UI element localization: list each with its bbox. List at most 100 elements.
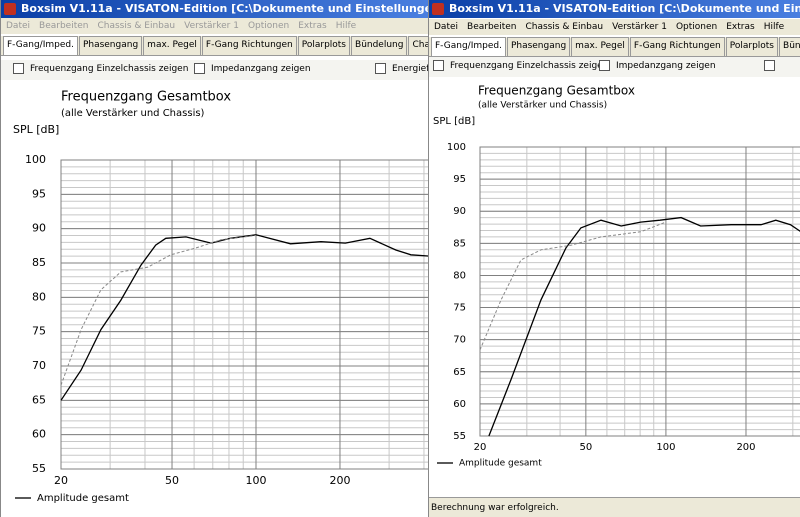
- menu-item[interactable]: Optionen: [675, 22, 718, 32]
- series-line: [479, 221, 667, 351]
- checkbox-label: Frequenzgang Einzelchassis zeigen: [450, 60, 609, 71]
- plot-frame: [60, 159, 428, 470]
- y-tick-label: 100: [25, 153, 46, 166]
- plot-frame: [479, 146, 800, 437]
- chart-subtitle: (alle Verstärker und Chassis): [478, 101, 607, 111]
- tab[interactable]: Phasengang: [78, 36, 143, 55]
- y-axis-label: SPL [dB]: [13, 123, 59, 136]
- x-tick-label: 50: [579, 442, 592, 453]
- app-icon: [4, 3, 16, 15]
- y-tick-label: 75: [453, 303, 466, 314]
- menu-item[interactable]: Bearbeiten: [39, 21, 89, 31]
- checkbox-box[interactable]: [13, 63, 24, 74]
- checkbox-box[interactable]: [764, 60, 775, 71]
- y-axis-label: SPL [dB]: [433, 116, 475, 127]
- y-tick-label: 70: [32, 359, 46, 372]
- y-tick-label: 55: [32, 462, 46, 475]
- x-tick-label: 50: [165, 474, 179, 487]
- checkbox-label: Impedanzgang zeigen: [616, 60, 716, 71]
- app-window: Boxsim V1.11a - VISATON-Edition [C:\Doku…: [428, 0, 800, 517]
- menu-item[interactable]: Bearbeiten: [467, 22, 517, 32]
- menu-bar: Datei Bearbeiten Chassis & Einbau Verstärke…: [429, 19, 800, 35]
- y-tick-label: 75: [32, 325, 46, 338]
- x-tick-label: 200: [736, 442, 755, 453]
- tab[interactable]: F-Gang Richtungen: [201, 36, 297, 55]
- menu-bar: Datei Bearbeiten Chassis & Einbau Verstärke…: [1, 18, 428, 34]
- options-row: Frequenzgang Einzelchassis zeigen Impedan…: [429, 57, 800, 77]
- app-icon: [432, 3, 444, 15]
- tab[interactable]: Bündelung: [351, 36, 408, 55]
- tab[interactable]: Polarplots: [725, 37, 779, 56]
- menu-item[interactable]: Verstärker 1: [184, 21, 239, 31]
- y-tick-label: 90: [453, 206, 466, 217]
- y-tick-label: 65: [453, 367, 466, 378]
- y-tick-label: 85: [32, 256, 46, 269]
- x-tick-label: 100: [245, 474, 266, 487]
- tab[interactable]: Chassis: [408, 36, 428, 55]
- x-tick-label: 20: [474, 442, 487, 453]
- checkbox-box[interactable]: [375, 63, 386, 74]
- tab-bar: F-Gang/Imped. Phasengang max. Pegel F-Gang …: [1, 36, 428, 56]
- y-tick-label: 95: [32, 187, 46, 200]
- options-row: Frequenzgang Einzelchassis zeigen Impedan…: [1, 60, 428, 80]
- checkbox-box[interactable]: [599, 60, 610, 71]
- tab[interactable]: Polarplots: [297, 36, 351, 55]
- y-tick-label: 65: [32, 393, 46, 406]
- series-line: [60, 234, 428, 401]
- checkbox[interactable]: [764, 60, 775, 71]
- y-tick-label: 80: [453, 270, 466, 281]
- tab[interactable]: F-Gang/Imped.: [3, 36, 78, 55]
- legend-label: Amplitude gesamt: [37, 493, 129, 504]
- status-bar: Berechnung war erfolgreich.: [429, 497, 800, 517]
- chart: Frequenzgang Gesamtbox (alle Verstärker u…: [13, 90, 428, 504]
- checkbox-label: Energiefr: [392, 63, 428, 74]
- menu-item[interactable]: Datei: [6, 21, 31, 31]
- menu-item[interactable]: Chassis & Einbau: [525, 22, 604, 32]
- y-tick-label: 60: [453, 399, 466, 410]
- x-tick-label: 20: [54, 474, 68, 487]
- y-tick-label: 100: [447, 142, 466, 153]
- menu-item[interactable]: Chassis & Einbau: [97, 21, 176, 31]
- chart: Frequenzgang Gesamtbox (alle Verstärker u…: [433, 84, 800, 469]
- checkbox-label: Impedanzgang zeigen: [211, 63, 311, 74]
- menu-item[interactable]: Extras: [298, 21, 327, 31]
- y-tick-label: 90: [32, 222, 46, 235]
- app-window: Boxsim V1.11a - VISATON-Edition [C:\Doku…: [0, 0, 428, 517]
- chart-title: Frequenzgang Gesamtbox: [478, 84, 635, 98]
- tab[interactable]: max. Pegel: [571, 37, 629, 56]
- checkbox-box[interactable]: [194, 63, 205, 74]
- x-tick-label: 200: [329, 474, 350, 487]
- checkbox[interactable]: Frequenzgang Einzelchassis zeigen: [13, 63, 188, 74]
- y-tick-label: 60: [32, 428, 46, 441]
- checkbox-box[interactable]: [433, 60, 444, 71]
- tab[interactable]: F-Gang Richtungen: [629, 37, 725, 56]
- menu-item[interactable]: Optionen: [247, 21, 290, 31]
- checkbox-label: Frequenzgang Einzelchassis zeigen: [30, 63, 189, 74]
- x-tick-label: 100: [656, 442, 675, 453]
- menu-item[interactable]: Hilfe: [335, 21, 357, 31]
- menu-item[interactable]: Datei: [434, 22, 459, 32]
- tab[interactable]: Phasengang: [506, 37, 571, 56]
- checkbox[interactable]: Frequenzgang Einzelchassis zeigen: [433, 60, 608, 71]
- chart-title: Frequenzgang Gesamtbox: [61, 90, 231, 105]
- menu-item[interactable]: Hilfe: [763, 22, 785, 32]
- menu-item[interactable]: Extras: [726, 22, 755, 32]
- tab[interactable]: Bündelung: [779, 37, 800, 56]
- checkbox[interactable]: Energiefr: [375, 63, 428, 74]
- legend-label: Amplitude gesamt: [459, 459, 542, 469]
- series-line: [488, 216, 800, 437]
- y-tick-label: 95: [453, 174, 466, 185]
- checkbox[interactable]: Impedanzgang zeigen: [194, 63, 311, 74]
- title-bar: Boxsim V1.11a - VISATON-Edition [C:\Doku…: [429, 0, 800, 18]
- tab[interactable]: F-Gang/Imped.: [431, 37, 506, 56]
- tab-bar: F-Gang/Imped. Phasengang max. Pegel F-Gang …: [429, 37, 800, 57]
- y-tick-label: 80: [32, 290, 46, 303]
- y-tick-label: 70: [453, 335, 466, 346]
- checkbox[interactable]: Impedanzgang zeigen: [599, 60, 716, 71]
- tab[interactable]: max. Pegel: [143, 36, 201, 55]
- y-tick-label: 55: [453, 431, 466, 442]
- menu-item[interactable]: Verstärker 1: [612, 22, 667, 32]
- chart-subtitle: (alle Verstärker und Chassis): [61, 108, 205, 119]
- title-bar: Boxsim V1.11a - VISATON-Edition [C:\Doku…: [1, 0, 428, 18]
